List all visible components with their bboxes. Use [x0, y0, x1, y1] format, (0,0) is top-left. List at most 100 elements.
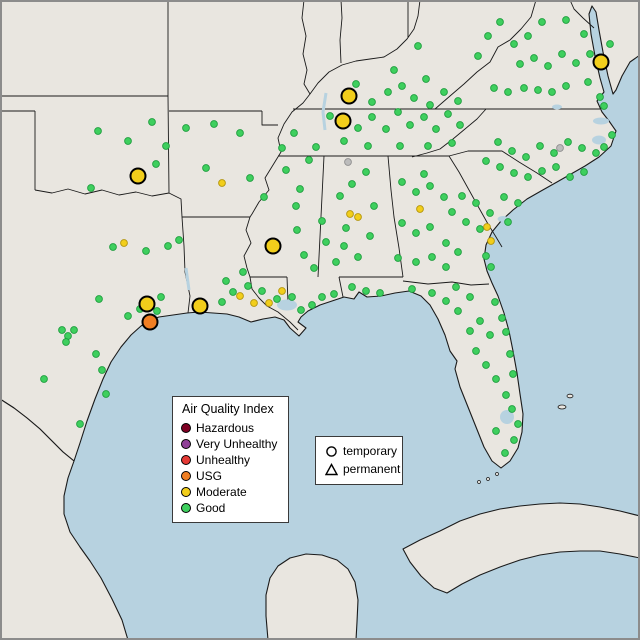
station-marker-good	[290, 129, 298, 137]
station-marker-good	[552, 163, 560, 171]
station-marker-good	[390, 66, 398, 74]
station-marker-good	[246, 174, 254, 182]
station-marker-good	[340, 242, 348, 250]
albemarle-sound	[593, 117, 609, 125]
station-marker-good	[472, 199, 480, 207]
station-marker-good	[486, 209, 494, 217]
station-marker-good	[456, 121, 464, 129]
station-marker-good	[514, 420, 522, 428]
station-marker-good	[352, 80, 360, 88]
station-marker-good	[580, 30, 588, 38]
station-marker-good	[544, 62, 552, 70]
station-marker-good	[318, 293, 326, 301]
station-marker-good	[282, 166, 290, 174]
station-marker-nodata	[344, 158, 352, 166]
station-marker-good	[362, 168, 370, 176]
station-marker-good	[572, 59, 580, 67]
station-marker-good	[466, 293, 474, 301]
station-marker-good	[288, 293, 296, 301]
stations-layer	[40, 16, 616, 457]
station-marker-good	[332, 258, 340, 266]
station-marker-good	[608, 131, 616, 139]
very-unhealthy-swatch-icon	[181, 439, 191, 449]
station-marker-good	[348, 180, 356, 188]
station-marker-good	[508, 147, 516, 155]
legend-label: Good	[196, 501, 226, 515]
station-marker-moderate	[218, 179, 226, 187]
station-marker-good	[452, 283, 460, 291]
station-marker-moderate-temporary	[592, 53, 610, 71]
station-marker-good	[322, 238, 330, 246]
legend-item-good: Good	[181, 500, 280, 516]
station-marker-good	[510, 436, 518, 444]
station-marker-good	[578, 144, 586, 152]
lake-pontchartrain	[277, 299, 297, 311]
station-marker-good	[506, 350, 514, 358]
station-marker-good	[384, 88, 392, 96]
station-marker-good	[502, 391, 510, 399]
station-marker-good	[109, 243, 117, 251]
station-marker-good	[504, 218, 512, 226]
toledo-bend-lake	[184, 267, 191, 291]
station-marker-moderate	[120, 239, 128, 247]
station-marker-good	[428, 253, 436, 261]
station-marker-good	[354, 253, 362, 261]
station-marker-nodata	[556, 144, 564, 152]
station-marker-good	[398, 219, 406, 227]
station-marker-moderate	[278, 287, 286, 295]
station-marker-good	[182, 124, 190, 132]
station-marker-good	[58, 326, 66, 334]
station-marker-good	[482, 157, 490, 165]
station-marker-good	[492, 375, 500, 383]
station-marker-good	[538, 18, 546, 26]
legend-item-very-unhealthy: Very Unhealthy	[181, 436, 280, 452]
station-marker-good	[606, 40, 614, 48]
florida-keys	[477, 480, 481, 484]
station-marker-good	[584, 78, 592, 86]
cuba-landmass	[402, 502, 640, 594]
station-marker-good	[482, 361, 490, 369]
station-marker-good	[342, 224, 350, 232]
station-marker-good	[508, 405, 516, 413]
legend-item-moderate: Moderate	[181, 484, 280, 500]
legend-label: temporary	[343, 444, 398, 458]
station-marker-good	[142, 247, 150, 255]
station-marker-good	[534, 86, 542, 94]
kentucky-lake	[321, 92, 328, 131]
station-marker-good	[202, 164, 210, 172]
station-marker-good	[148, 118, 156, 126]
legend-label: Moderate	[196, 485, 247, 499]
station-marker-moderate	[416, 205, 424, 213]
bahamas-island	[557, 404, 567, 410]
unhealthy-swatch-icon	[181, 455, 191, 465]
station-marker-good	[368, 113, 376, 121]
station-marker-good	[300, 251, 308, 259]
station-marker-good	[336, 192, 344, 200]
station-marker-moderate	[236, 292, 244, 300]
station-marker-good	[426, 223, 434, 231]
station-marker-good	[562, 16, 570, 24]
station-marker-good	[124, 137, 132, 145]
lake-okeechobee	[500, 410, 514, 424]
station-marker-good	[484, 32, 492, 40]
station-marker-moderate	[354, 213, 362, 221]
station-marker-good	[600, 143, 608, 151]
station-marker-good	[510, 40, 518, 48]
station-marker-good	[414, 42, 422, 50]
station-marker-usg-temporary	[141, 313, 159, 331]
station-marker-good	[440, 88, 448, 96]
station-marker-good	[218, 298, 226, 306]
station-marker-good	[442, 297, 450, 305]
station-marker-good	[164, 242, 172, 250]
station-marker-good	[308, 301, 316, 309]
station-marker-good	[462, 218, 470, 226]
station-marker-moderate-temporary	[264, 237, 282, 255]
station-marker-good	[98, 366, 106, 374]
legend-label: USG	[196, 469, 223, 483]
station-marker-good	[398, 82, 406, 90]
station-marker-moderate-temporary	[129, 167, 147, 185]
station-marker-good	[426, 182, 434, 190]
station-marker-good	[412, 188, 420, 196]
station-marker-good	[486, 331, 494, 339]
station-marker-good	[564, 138, 572, 146]
